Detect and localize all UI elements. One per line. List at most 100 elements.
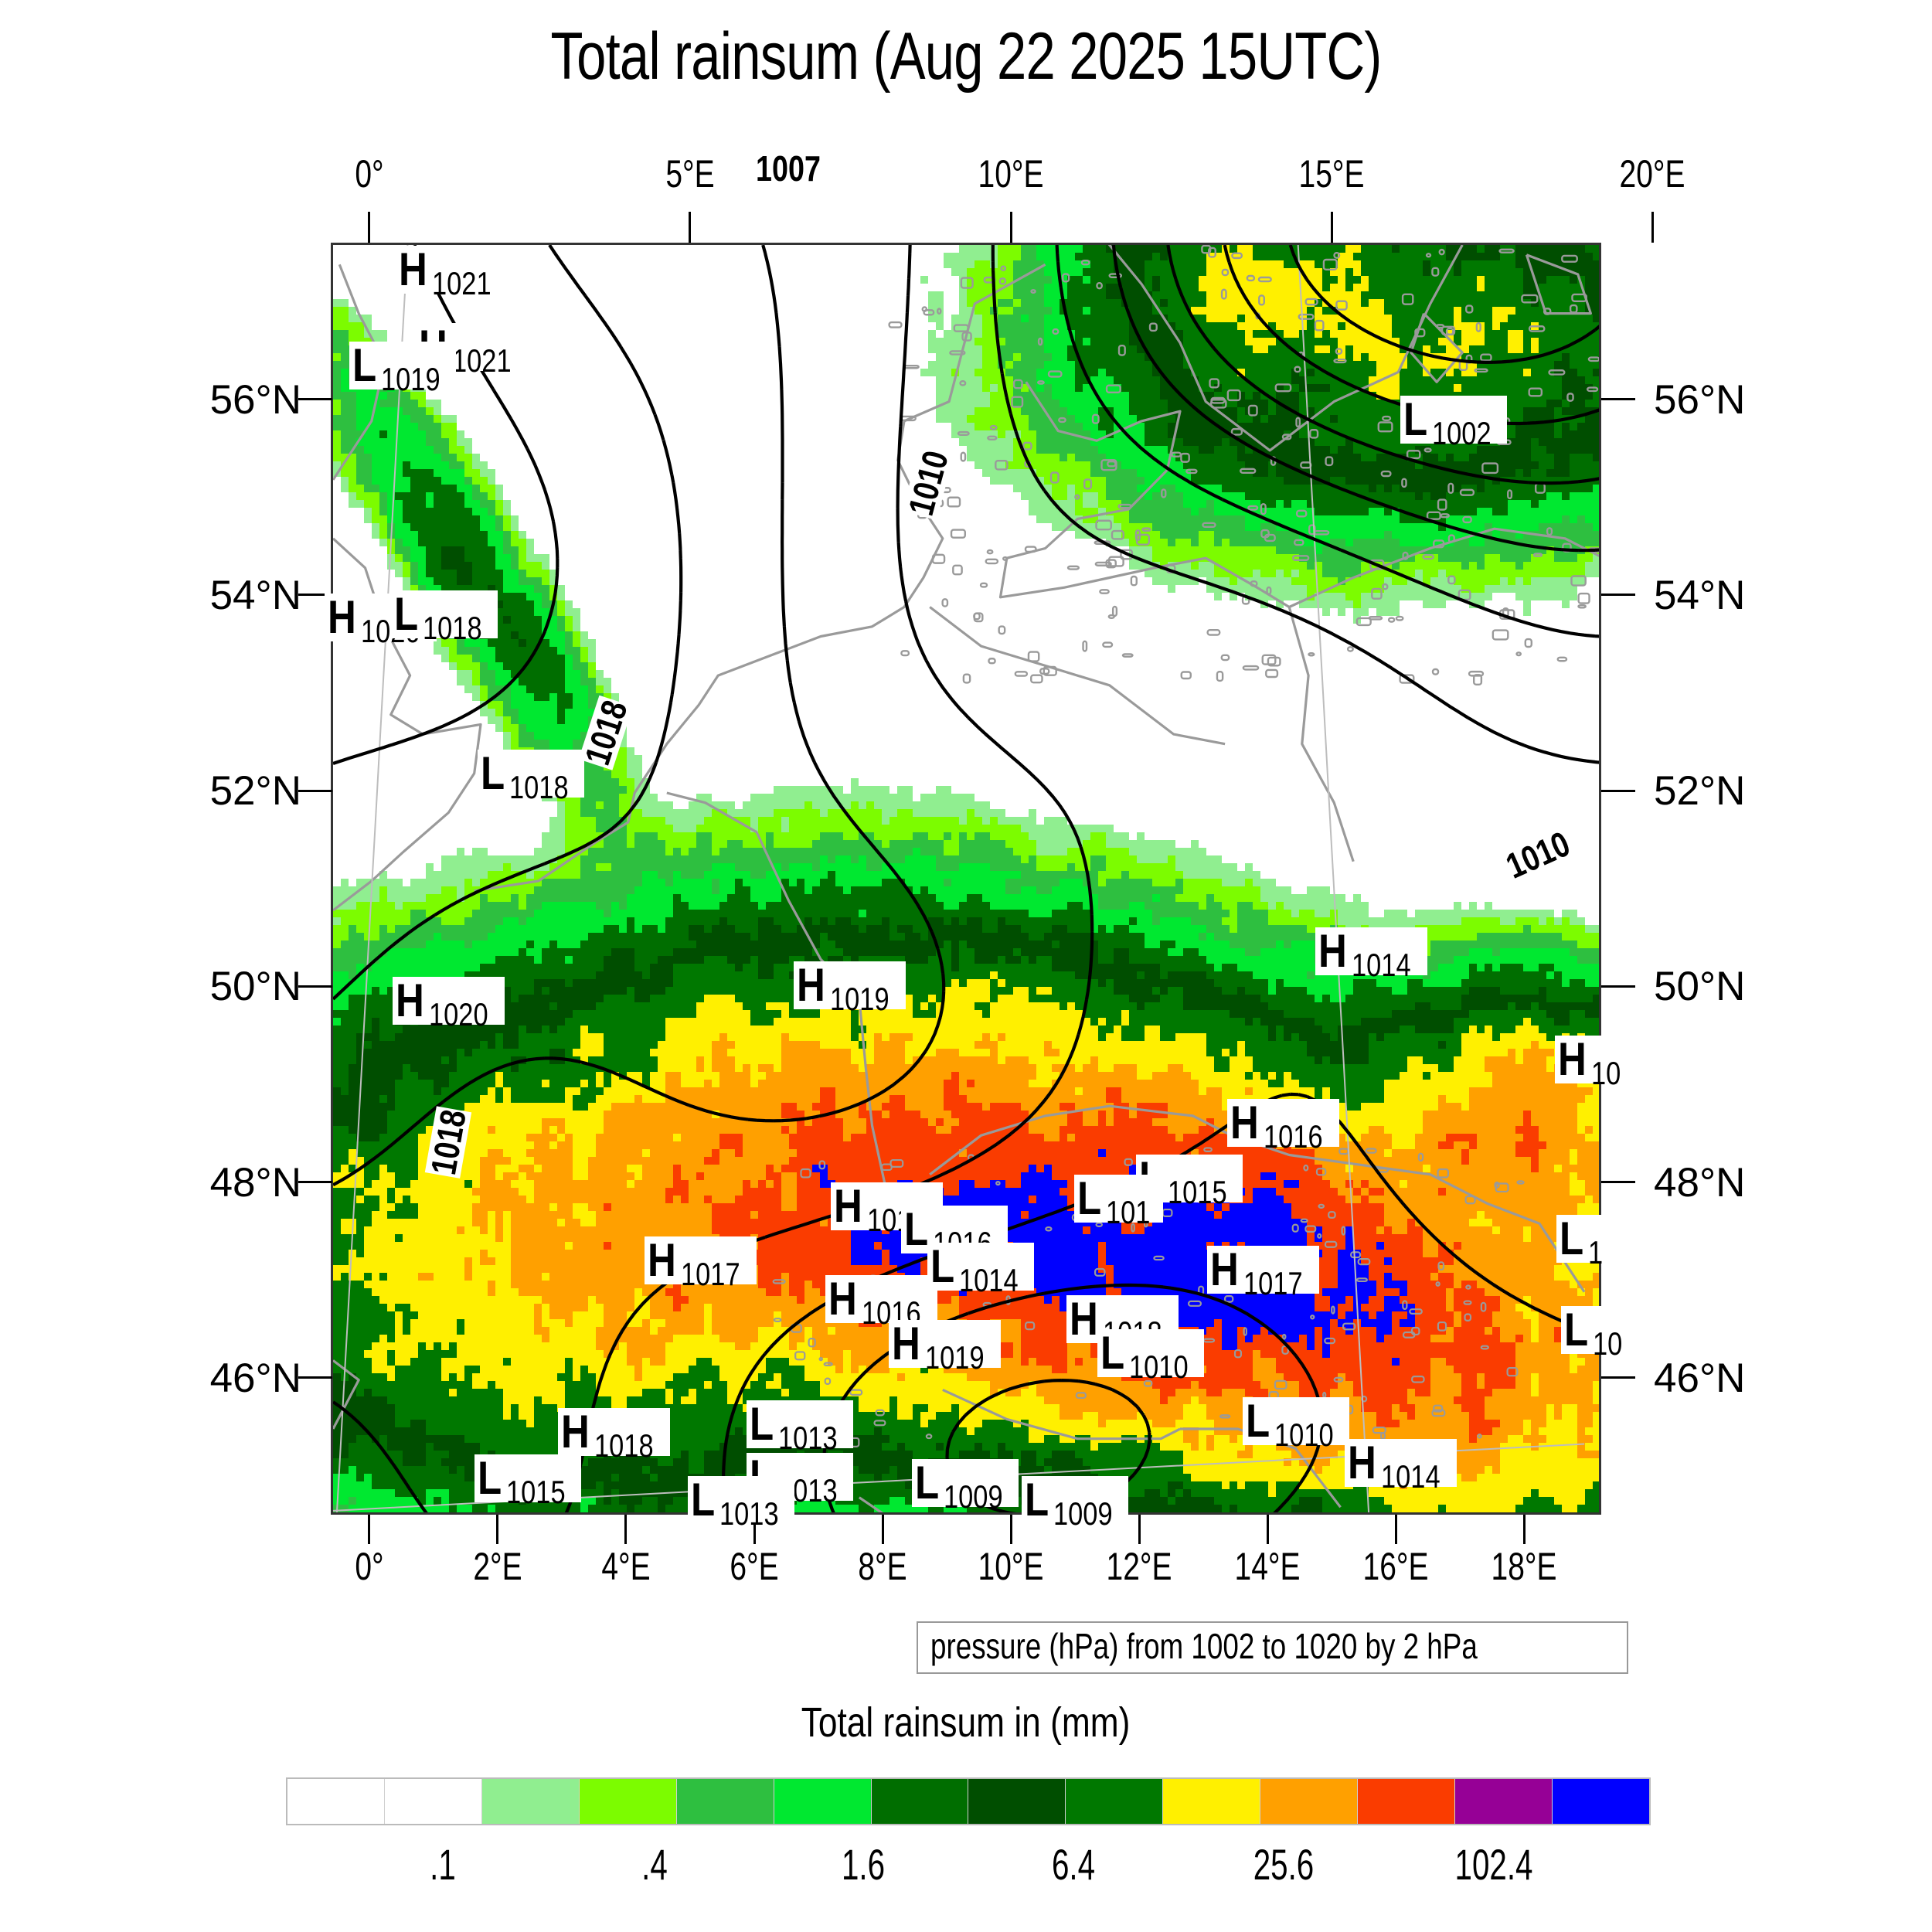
pressure-system-type: L: [1403, 393, 1428, 445]
left-lat-label-4: 48°N: [209, 1159, 301, 1206]
bottom-tick-label-3: 6°E: [730, 1545, 779, 1588]
island-outline: [1220, 654, 1230, 662]
colorbar-segment-4[interactable]: [675, 1779, 774, 1824]
colorbar-segment-6[interactable]: [870, 1779, 968, 1824]
lake-outline: [1480, 1301, 1487, 1312]
island-outline: [1556, 656, 1568, 662]
bottom-tick-label-6: 12°E: [1106, 1545, 1172, 1588]
pressure-system-type: H: [1318, 925, 1347, 977]
pressure-system-value: 1009: [943, 1478, 1003, 1515]
island-outline: [1246, 274, 1256, 282]
bottom-tick-label-2: 4°E: [601, 1545, 651, 1588]
colorbar-segment-7[interactable]: [968, 1779, 1066, 1824]
island-outline: [1083, 478, 1093, 490]
island-outline: [1369, 559, 1385, 570]
coastline-11: [333, 1359, 360, 1430]
lake-outline: [1318, 1203, 1325, 1209]
pressure-system-type: H: [828, 1273, 857, 1325]
island-outline: [1030, 674, 1043, 684]
island-outline: [1148, 322, 1158, 332]
right-lat-label-5: 46°N: [1654, 1355, 1746, 1401]
island-outline: [1105, 384, 1121, 394]
island-outline: [1291, 555, 1310, 561]
pressure-system-type: H: [328, 591, 356, 643]
island-outline: [957, 430, 970, 437]
lake-outline: [1477, 1433, 1482, 1439]
island-outline: [1095, 519, 1112, 531]
lake-outline: [1303, 1164, 1309, 1172]
top-tick-mark-3: [1330, 212, 1333, 243]
bottom-tick-mark-3: [753, 1515, 756, 1544]
colorbar-segment-11[interactable]: [1357, 1779, 1455, 1824]
right-lat-tick-mark-4: [1601, 1181, 1635, 1183]
lake-outline: [1281, 1345, 1289, 1355]
pressure-legend-text: pressure (hPa) from 1002 to 1020 by 2 hP…: [930, 1626, 1478, 1666]
colorbar-segment-10[interactable]: [1260, 1779, 1358, 1824]
lake-outline: [1464, 1313, 1472, 1321]
colorbar-label-3: 6.4: [1051, 1840, 1095, 1889]
pressure-system-marker-l-5: L 1018: [478, 750, 585, 804]
colorbar-title: Total rainsum in (mm): [0, 1699, 1932, 1747]
colorbar-segment-5[interactable]: [773, 1779, 871, 1824]
island-outline: [1226, 389, 1241, 402]
island-outline: [1308, 524, 1316, 536]
lake-outline: [1437, 1261, 1445, 1271]
island-outline: [1528, 387, 1543, 397]
island-outline: [1000, 265, 1007, 271]
pressure-system-type: L: [691, 1474, 716, 1526]
right-lat-tick-mark-2: [1601, 789, 1635, 792]
pressure-system-value: 1019: [925, 1339, 985, 1376]
colorbar-segment-12[interactable]: [1454, 1779, 1552, 1824]
lake-outline: [889, 1158, 904, 1168]
island-outline: [1231, 252, 1243, 260]
colorbar-segment-8[interactable]: [1065, 1779, 1163, 1824]
lake-outline: [925, 1434, 933, 1440]
island-outline: [1473, 674, 1483, 686]
lake-outline: [1402, 1300, 1408, 1310]
lake-outline: [873, 1420, 886, 1427]
coastline-2: [474, 263, 1046, 893]
island-outline: [1433, 539, 1445, 549]
island-outline: [1130, 575, 1138, 587]
island-outline: [1250, 580, 1258, 587]
coastline-8: [942, 1388, 1181, 1440]
island-outline: [960, 277, 974, 289]
lake-outline: [1317, 1233, 1322, 1239]
island-outline: [986, 549, 994, 555]
island-outline: [1210, 399, 1227, 409]
island-outline: [1570, 575, 1587, 587]
island-outline: [1107, 460, 1117, 468]
island-outline: [1322, 258, 1338, 271]
bottom-tick-mark-9: [1522, 1515, 1526, 1544]
lake-outline: [849, 1389, 863, 1396]
island-outline: [1296, 509, 1308, 518]
island-outline: [1532, 553, 1543, 557]
colorbar-label-4: 25.6: [1253, 1840, 1315, 1889]
lake-outline: [1187, 1300, 1202, 1307]
island-outline: [1037, 337, 1043, 346]
island-outline: [1445, 327, 1454, 335]
pressure-system-type: H: [834, 1180, 862, 1232]
colorbar-segment-2[interactable]: [481, 1779, 579, 1824]
colorbar-segment-1[interactable]: [383, 1779, 481, 1824]
colorbar-segment-0[interactable]: [287, 1779, 384, 1824]
colorbar-segment-9[interactable]: [1162, 1779, 1260, 1824]
pressure-system-marker-l-8: L 1002: [1400, 393, 1508, 450]
colorbar-segment-3[interactable]: [578, 1779, 676, 1824]
pressure-system-type: L: [1100, 1327, 1125, 1379]
pressure-system-marker-h-26: H 1018: [558, 1408, 670, 1462]
island-outline: [960, 451, 967, 462]
lake-outline: [995, 1181, 1001, 1186]
pressure-system-marker-h-7: H 1019: [794, 961, 906, 1015]
colorbar-segment-13[interactable]: [1551, 1779, 1649, 1824]
page-title: Total rainsum (Aug 22 2025 15UTC): [550, 19, 1383, 94]
island-outline: [1325, 456, 1334, 467]
colorbar[interactable]: [286, 1777, 1651, 1825]
island-outline: [937, 308, 942, 315]
lake-outline: [1095, 1222, 1104, 1227]
island-outline: [1335, 300, 1348, 311]
island-outline: [1094, 561, 1112, 566]
pressure-system-marker-l-13: L 101: [1074, 1175, 1163, 1229]
pressure-system-type: L: [352, 339, 377, 391]
island-outline: [1210, 396, 1226, 404]
